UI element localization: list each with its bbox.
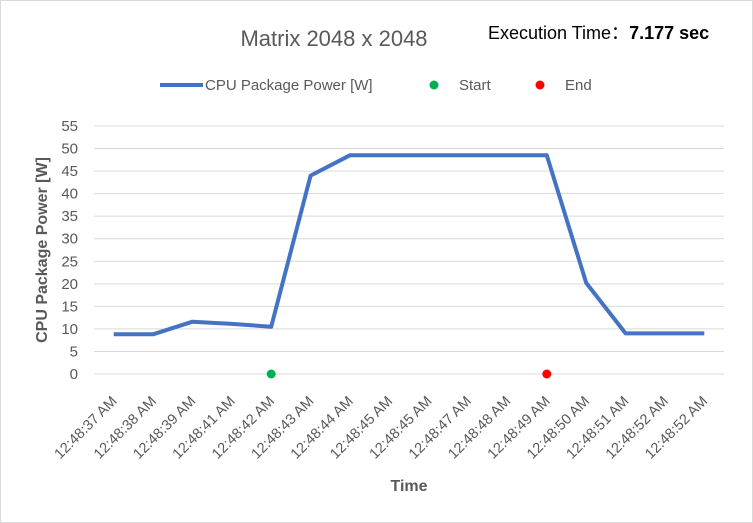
power-series-line bbox=[113, 153, 705, 337]
execution-time-value: 7.177 sec bbox=[629, 23, 710, 43]
y-tick-label: 50 bbox=[61, 141, 78, 158]
start-marker bbox=[266, 369, 276, 379]
y-tick-label: 55 bbox=[61, 118, 78, 135]
y-tick-label: 0 bbox=[70, 366, 78, 383]
y-tick-label: 15 bbox=[61, 298, 78, 315]
y-tick-label: 10 bbox=[61, 321, 78, 338]
legend-end-swatch bbox=[535, 80, 545, 90]
legend: CPU Package Power [W] Start End bbox=[160, 77, 592, 94]
y-axis-label: CPU Package Power [W] bbox=[34, 157, 51, 343]
y-tick-label: 20 bbox=[61, 276, 78, 293]
chart-title: Matrix 2048 x 2048 bbox=[240, 26, 427, 51]
legend-start-swatch bbox=[429, 80, 439, 90]
y-tick-label: 35 bbox=[61, 208, 78, 225]
y-tick-label: 5 bbox=[70, 343, 78, 360]
y-tick-label: 25 bbox=[61, 253, 78, 270]
y-tick-label: 45 bbox=[61, 163, 78, 180]
x-axis-label: Time bbox=[390, 478, 427, 495]
y-tick-label: 40 bbox=[61, 186, 78, 203]
legend-power-label: CPU Package Power [W] bbox=[205, 77, 373, 94]
legend-end-label: End bbox=[565, 77, 592, 94]
legend-start-label: Start bbox=[459, 77, 492, 94]
execution-time: Execution Time：7.177 sec bbox=[488, 19, 709, 45]
execution-time-label: Execution Time： bbox=[488, 23, 630, 43]
end-marker bbox=[542, 369, 552, 379]
y-tick-label: 30 bbox=[61, 231, 78, 248]
